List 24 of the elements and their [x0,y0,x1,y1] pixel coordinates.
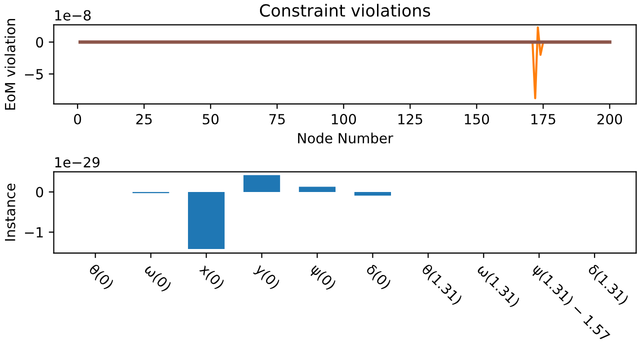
y-tick-label: −5 [25,69,43,80]
y-axis-title: Instance [4,184,16,241]
x-tick-label: 0 [74,114,82,124]
x-tick-label: 25 [136,114,152,124]
bar [354,192,391,196]
y-tick-label: 0 [36,186,44,198]
y-tick-label: −1 [25,227,43,238]
text: 1e−8 [55,10,91,21]
chart-title: Constraint violations [260,4,430,17]
bar [243,175,280,192]
x-tick-label: 200 [597,114,622,124]
x-tick-label: x(0) [198,263,226,290]
x-axis-title: Node Number [298,132,394,144]
text: 1e−29 [55,157,100,168]
x-tick-label: 100 [332,114,356,124]
bar [188,192,225,250]
x-tick-label: 150 [464,114,489,124]
x-tick-label: 125 [398,114,422,124]
x-tick-label: 175 [531,114,556,124]
x-tick-label: 50 [202,114,219,124]
y-axis-title: EoM violation [4,18,16,110]
x-tick-label: 75 [269,114,285,124]
bar [298,186,336,192]
y-tick-label: 0 [36,37,44,48]
